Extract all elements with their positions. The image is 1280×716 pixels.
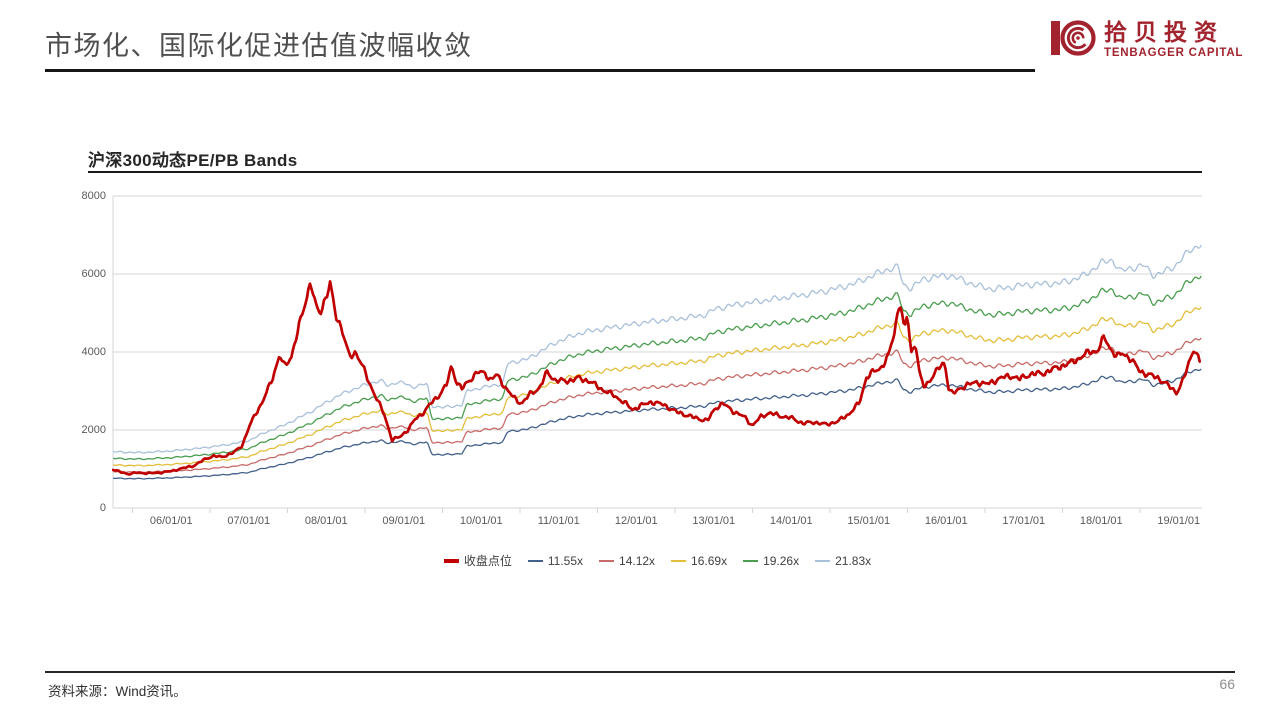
legend-item: 14.12x [599, 554, 655, 568]
legend-label: 21.83x [835, 553, 872, 568]
page-number: 66 [1219, 676, 1235, 692]
legend-swatch [599, 559, 615, 562]
source-note: 资料来源：Wind资讯。 [48, 684, 187, 699]
chart-title-underline [88, 171, 1202, 173]
grid-layer [112, 195, 1202, 513]
x-tick-label: 13/01/01 [692, 515, 736, 527]
legend-label: 11.55x [547, 553, 584, 568]
logo-name-cn: 拾贝投资 [1104, 19, 1224, 46]
x-tick-label: 16/01/01 [924, 515, 968, 527]
slide-title: 市场化、国际化促进估值波幅收敛 [45, 31, 473, 61]
x-tick-label: 17/01/01 [1002, 515, 1046, 527]
x-tick-label: 15/01/01 [847, 515, 891, 527]
title-underline [45, 69, 1035, 72]
legend-swatch [815, 559, 831, 562]
legend-item: 收盘点位 [443, 552, 512, 569]
x-tick-label: 09/01/01 [382, 515, 426, 527]
legend-swatch [443, 558, 459, 563]
x-tick-label: 12/01/01 [614, 515, 658, 527]
x-tick-label: 07/01/01 [227, 515, 271, 527]
band-line-19.26x [112, 275, 1202, 461]
legend-item: 16.69x [671, 554, 727, 568]
chart-title: 沪深300动态PE/PB Bands [88, 151, 298, 170]
tenbagger-shell-icon [1048, 14, 1096, 67]
series-layer [112, 244, 1202, 480]
legend-label: 14.12x [619, 553, 656, 568]
logo-name-en: TENBAGGER CAPITAL [1104, 47, 1244, 60]
chart-legend: 收盘点位 11.55x 14.12x 16.69x 19.26x 21.83x [113, 552, 1202, 569]
y-tick-label: 0 [99, 501, 106, 514]
band-line-14.12x [112, 337, 1202, 474]
x-tick-label: 11/01/01 [537, 515, 580, 527]
legend-swatch [671, 559, 687, 562]
y-tick-label: 8000 [81, 189, 106, 202]
x-tick-label: 19/01/01 [1157, 515, 1201, 527]
x-tick-label: 10/01/01 [459, 515, 503, 527]
y-tick-label: 2000 [81, 423, 106, 436]
x-tick-label: 14/01/01 [769, 515, 813, 527]
band-line-21.83x [112, 244, 1202, 454]
x-tick-label: 18/01/01 [1079, 515, 1123, 527]
legend-label: 19.26x [763, 553, 800, 568]
series-close-line [112, 280, 1202, 476]
y-tick-label: 4000 [81, 345, 106, 358]
legend-swatch [743, 559, 759, 562]
legend-label: 16.69x [691, 553, 728, 568]
legend-item: 21.83x [815, 554, 871, 568]
x-tick-label: 06/01/01 [149, 515, 193, 527]
company-logo: 拾贝投资 TENBAGGER CAPITAL [1048, 14, 1243, 67]
legend-item: 11.55x [527, 553, 584, 568]
legend-item: 19.26x [743, 554, 799, 568]
y-tick-label: 6000 [81, 267, 106, 280]
band-line-16.69x [112, 306, 1202, 467]
footer-rule [45, 671, 1235, 673]
legend-label: 收盘点位 [463, 554, 512, 568]
x-tick-label: 08/01/01 [304, 515, 348, 527]
legend-swatch [527, 559, 543, 562]
band-line-11.55x [113, 368, 1202, 480]
